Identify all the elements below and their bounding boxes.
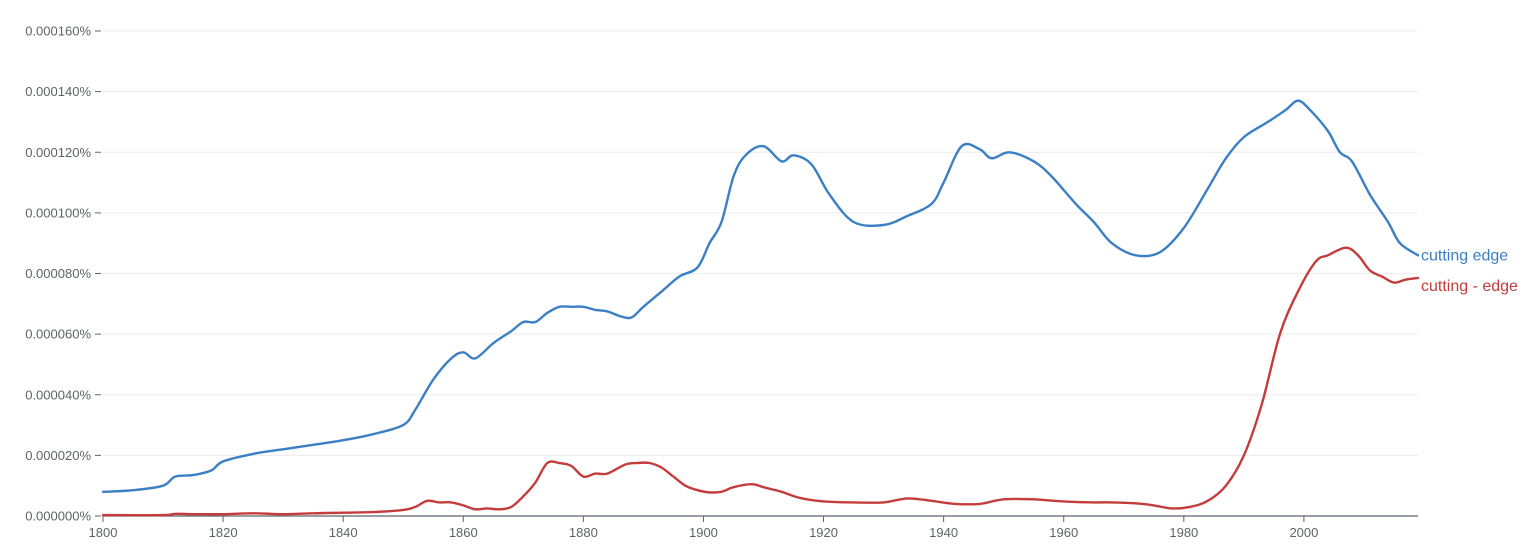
grid-lines <box>103 30 1418 456</box>
y-tick-label: 0.000060% <box>25 327 91 342</box>
legend-label[interactable]: cutting edge <box>1421 247 1508 264</box>
y-tick-label: 0.000040% <box>25 387 91 402</box>
y-tick-label: 0.000100% <box>25 205 91 220</box>
x-axis: 1800 1820 1840 1860 1880 1900 1920 1940 1960 1980… <box>89 515 1418 540</box>
y-axis: 0.000000% 0.000020% 0.000040% 0.000060% 0.00… <box>25 24 101 524</box>
x-tick-label: 2000 <box>1289 525 1318 540</box>
x-tick-label: 1980 <box>1169 525 1198 540</box>
legend: cutting edge cutting - edge <box>1421 247 1518 295</box>
x-tick-label: 1860 <box>449 525 478 540</box>
series-line-cutting-edge[interactable] <box>101 99 1420 493</box>
y-tick-label: 0.000140% <box>25 84 91 99</box>
x-tick-label: 1840 <box>329 525 358 540</box>
x-tick-label: 1820 <box>209 525 238 540</box>
x-tick-label: 1900 <box>689 525 718 540</box>
x-tick-label: 1880 <box>569 525 598 540</box>
y-tick-label: 0.000120% <box>25 145 91 160</box>
legend-label[interactable]: cutting - edge <box>1421 278 1518 295</box>
x-tick-label: 1940 <box>929 525 958 540</box>
series-line-cutting-edge[interactable] <box>101 246 1420 517</box>
series-lines <box>101 99 1420 517</box>
y-tick-label: 0.000020% <box>25 448 91 463</box>
x-tick-label: 1800 <box>89 525 118 540</box>
y-tick-label: 0.000000% <box>25 509 91 524</box>
y-tick-label: 0.000080% <box>25 266 91 281</box>
y-tick-label: 0.000160% <box>25 24 91 39</box>
x-tick-label: 1960 <box>1049 525 1078 540</box>
x-tick-label: 1920 <box>809 525 838 540</box>
